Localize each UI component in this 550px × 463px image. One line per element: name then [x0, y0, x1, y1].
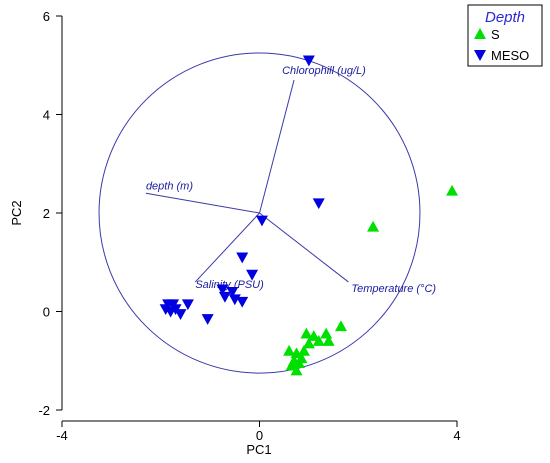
x-tick-label: 4	[453, 428, 460, 443]
vector-line	[259, 79, 295, 214]
data-point-s	[290, 347, 303, 359]
data-point-s	[297, 344, 310, 356]
legend-marker-meso	[474, 50, 486, 61]
data-point-meso	[201, 314, 214, 325]
x-tick-label: -4	[56, 428, 68, 443]
data-point-meso	[246, 269, 259, 281]
data-point-meso	[236, 296, 249, 308]
data-point-meso	[216, 284, 229, 296]
legend-label-meso: MESO	[491, 48, 529, 63]
data-point-meso	[218, 291, 231, 303]
data-point-meso	[174, 309, 187, 320]
vector-line	[259, 212, 349, 283]
data-point-meso	[181, 299, 194, 311]
y-tick-label: 0	[43, 305, 50, 320]
legend-title: Depth	[485, 9, 525, 26]
x-axis-title: PC1	[246, 442, 271, 457]
vector-label: depth (m)	[146, 180, 193, 192]
data-point-s	[302, 337, 315, 349]
plot-area: Chlorophill (ug/L) depth (m) Salinity (PSU…	[98, 52, 459, 376]
axes: PC1 PC2 -4 0 4 -2 0 2 4 6	[9, 9, 461, 457]
data-point-s	[293, 357, 305, 369]
data-point-s	[367, 220, 380, 232]
y-axis-title: PC2	[9, 200, 24, 225]
data-point-s	[446, 184, 459, 196]
data-point-s	[312, 335, 325, 346]
vector-line	[194, 212, 260, 283]
correlation-circle	[98, 52, 421, 374]
data-point-meso	[226, 287, 239, 298]
data-point-meso	[302, 55, 315, 67]
legend-label-s: S	[491, 27, 500, 42]
y-tick-label: 6	[43, 9, 50, 24]
data-point-meso	[312, 198, 325, 210]
data-point-meso	[236, 252, 249, 264]
legend-marker-s	[474, 28, 486, 39]
vector-label: Chlorophill (ug/L)	[282, 65, 366, 77]
data-point-s	[322, 335, 335, 346]
data-point-s	[283, 344, 296, 356]
data-point-s	[300, 327, 313, 339]
data-point-s	[320, 327, 333, 339]
vector-label: Temperature (°C)	[351, 283, 436, 295]
data-point-s	[334, 320, 347, 332]
data-point-s	[290, 364, 303, 376]
vector-line	[145, 192, 260, 214]
y-tick-label: 4	[43, 108, 50, 123]
y-tick-label: -2	[38, 403, 50, 418]
x-tick-label: 0	[256, 428, 263, 443]
y-tick-label: 2	[43, 206, 50, 221]
vector-label: Salinity (PSU)	[195, 279, 264, 291]
legend: Depth S MESO	[467, 4, 543, 67]
data-point-meso	[255, 215, 268, 227]
